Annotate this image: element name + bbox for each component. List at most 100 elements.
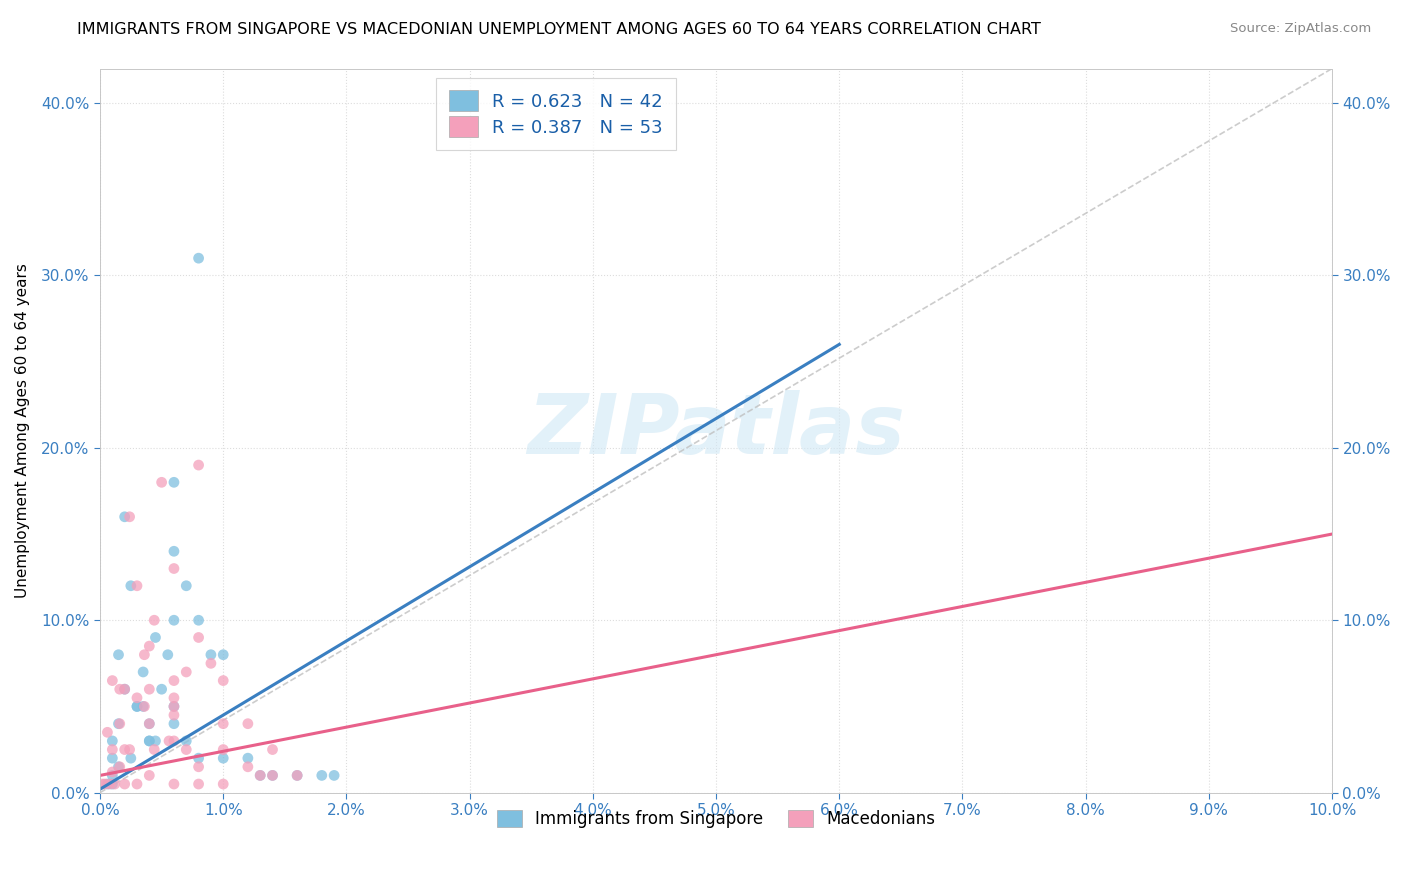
Point <box>114 777 136 791</box>
Point <box>101 742 124 756</box>
Point <box>125 579 148 593</box>
Point <box>163 544 186 558</box>
Point <box>187 613 209 627</box>
Point <box>96 777 118 791</box>
Point <box>145 631 167 645</box>
Point <box>104 777 127 791</box>
Point <box>101 768 124 782</box>
Point <box>114 682 136 697</box>
Point <box>262 768 284 782</box>
Point <box>125 690 148 705</box>
Point <box>138 639 160 653</box>
Point <box>101 751 124 765</box>
Point <box>125 699 148 714</box>
Point <box>187 631 209 645</box>
Point <box>108 760 131 774</box>
Point <box>120 579 142 593</box>
Point <box>114 682 136 697</box>
Point <box>236 716 259 731</box>
Point <box>101 734 124 748</box>
Point <box>212 751 235 765</box>
Point <box>200 657 222 671</box>
Text: Source: ZipAtlas.com: Source: ZipAtlas.com <box>1230 22 1371 36</box>
Y-axis label: Unemployment Among Ages 60 to 64 years: Unemployment Among Ages 60 to 64 years <box>15 263 30 598</box>
Point <box>98 777 121 791</box>
Point <box>163 561 186 575</box>
Point <box>145 734 167 748</box>
Point <box>101 673 124 688</box>
Point <box>101 777 124 791</box>
Point <box>311 768 333 782</box>
Point <box>138 734 160 748</box>
Point <box>163 613 186 627</box>
Point <box>134 699 156 714</box>
Point <box>150 682 173 697</box>
Point <box>262 768 284 782</box>
Legend: Immigrants from Singapore, Macedonians: Immigrants from Singapore, Macedonians <box>491 804 942 835</box>
Point <box>101 764 124 779</box>
Point <box>138 716 160 731</box>
Point <box>249 768 271 782</box>
Point <box>163 475 186 490</box>
Text: IMMIGRANTS FROM SINGAPORE VS MACEDONIAN UNEMPLOYMENT AMONG AGES 60 TO 64 YEARS C: IMMIGRANTS FROM SINGAPORE VS MACEDONIAN … <box>77 22 1042 37</box>
Point <box>120 751 142 765</box>
Point <box>163 777 186 791</box>
Point <box>163 708 186 723</box>
Point <box>125 777 148 791</box>
Point <box>138 734 160 748</box>
Point <box>143 742 166 756</box>
Point <box>187 458 209 472</box>
Point <box>132 699 155 714</box>
Point <box>134 648 156 662</box>
Point <box>212 777 235 791</box>
Point <box>114 509 136 524</box>
Point <box>323 768 346 782</box>
Point <box>156 648 179 662</box>
Point <box>187 777 209 791</box>
Point <box>96 725 118 739</box>
Point <box>107 760 129 774</box>
Point <box>174 742 197 756</box>
Point <box>107 648 129 662</box>
Point <box>94 777 117 791</box>
Point <box>212 742 235 756</box>
Point <box>108 682 131 697</box>
Point <box>285 768 308 782</box>
Point <box>150 475 173 490</box>
Point <box>236 760 259 774</box>
Point <box>174 734 197 748</box>
Point <box>125 699 148 714</box>
Point <box>163 699 186 714</box>
Point <box>118 742 141 756</box>
Point <box>236 751 259 765</box>
Point <box>212 716 235 731</box>
Point <box>138 716 160 731</box>
Point <box>163 690 186 705</box>
Point <box>249 768 271 782</box>
Point <box>138 682 160 697</box>
Point <box>200 648 222 662</box>
Point <box>163 673 186 688</box>
Point <box>163 716 186 731</box>
Point <box>212 673 235 688</box>
Point <box>138 768 160 782</box>
Point <box>143 613 166 627</box>
Point <box>262 742 284 756</box>
Point <box>91 777 114 791</box>
Point <box>114 742 136 756</box>
Point <box>108 716 131 731</box>
Point <box>157 734 180 748</box>
Point <box>212 648 235 662</box>
Point <box>132 665 155 679</box>
Point <box>107 716 129 731</box>
Point <box>163 734 186 748</box>
Point <box>285 768 308 782</box>
Point <box>163 699 186 714</box>
Point <box>187 251 209 265</box>
Text: ZIPatlas: ZIPatlas <box>527 390 905 471</box>
Point <box>187 751 209 765</box>
Point <box>118 509 141 524</box>
Point <box>187 760 209 774</box>
Point <box>174 665 197 679</box>
Point <box>174 579 197 593</box>
